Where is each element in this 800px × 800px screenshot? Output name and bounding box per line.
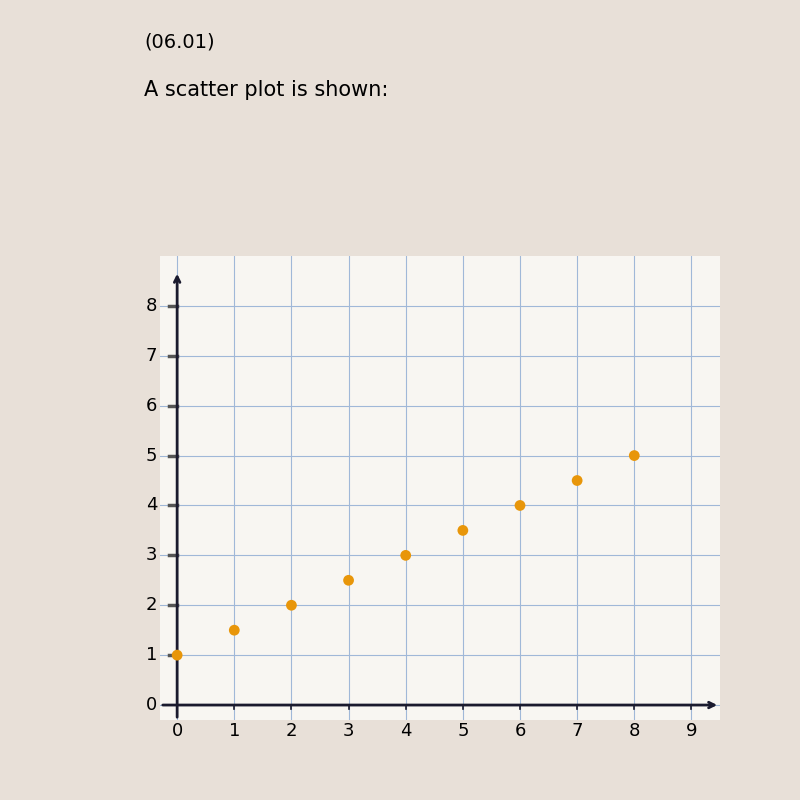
Point [170, 649, 183, 662]
Text: A scatter plot is shown:: A scatter plot is shown: [144, 80, 388, 100]
Text: 3: 3 [146, 546, 157, 564]
Text: 5: 5 [457, 722, 469, 741]
Point [457, 524, 470, 537]
Text: 2: 2 [286, 722, 297, 741]
Text: 6: 6 [146, 397, 157, 414]
Text: 1: 1 [146, 646, 157, 664]
Text: 4: 4 [146, 497, 157, 514]
Point [342, 574, 355, 586]
Text: 3: 3 [343, 722, 354, 741]
Text: 2: 2 [146, 596, 157, 614]
Text: 5: 5 [146, 446, 157, 465]
Text: 1: 1 [229, 722, 240, 741]
Point [514, 499, 526, 512]
Text: 7: 7 [571, 722, 583, 741]
Text: 7: 7 [146, 346, 157, 365]
Point [570, 474, 583, 487]
Text: 9: 9 [686, 722, 697, 741]
Text: 8: 8 [146, 297, 157, 315]
Point [628, 449, 641, 462]
Text: 0: 0 [171, 722, 182, 741]
Point [228, 624, 241, 637]
Point [285, 599, 298, 612]
Point [399, 549, 412, 562]
Text: 8: 8 [629, 722, 640, 741]
Text: 0: 0 [146, 696, 157, 714]
Text: (06.01): (06.01) [144, 32, 214, 51]
Text: 6: 6 [514, 722, 526, 741]
Text: 4: 4 [400, 722, 411, 741]
